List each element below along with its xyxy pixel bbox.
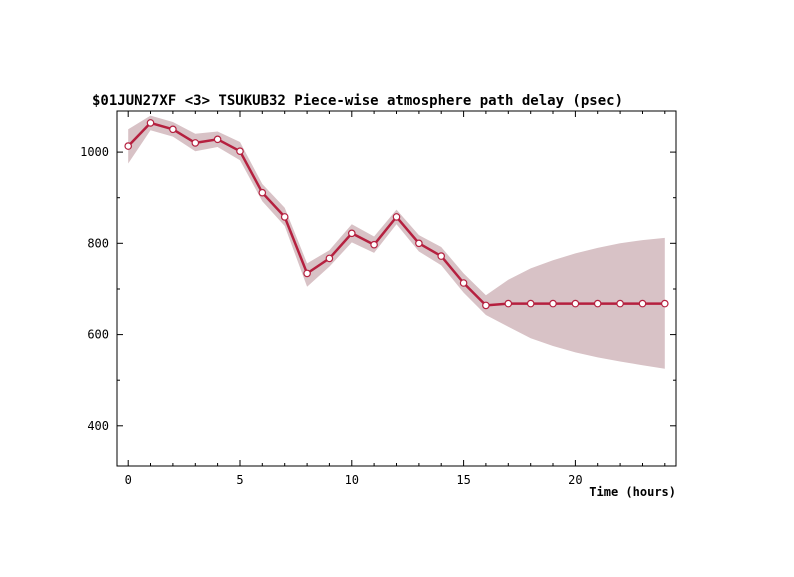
data-point — [347, 229, 356, 238]
chart-title: $01JUN27XF <3> TSUKUB32 Piece-wise atmos… — [92, 93, 623, 109]
data-point — [303, 269, 311, 278]
x-tick-label: 10 — [345, 473, 359, 487]
data-point — [616, 299, 624, 308]
x-axis-label: Time (hours) — [589, 485, 676, 499]
data-point — [124, 142, 133, 150]
data-point — [437, 252, 446, 260]
data-point — [213, 135, 222, 144]
data-point — [459, 279, 468, 287]
data-point — [258, 188, 267, 197]
data-point — [280, 213, 289, 221]
data-point — [236, 147, 244, 156]
data-point — [504, 299, 513, 308]
data-point — [482, 301, 490, 310]
data-point — [526, 299, 535, 308]
data-point — [415, 239, 423, 248]
data-point — [370, 240, 378, 249]
marker-layer — [124, 119, 669, 310]
data-point — [392, 213, 401, 221]
data-point — [169, 125, 177, 134]
data-point — [191, 139, 200, 147]
data-point — [571, 299, 580, 308]
error-band — [128, 115, 665, 369]
x-tick-label: 15 — [456, 473, 470, 487]
x-tick-label: 0 — [125, 473, 132, 487]
data-point — [593, 299, 602, 308]
x-tick-label: 5 — [236, 473, 243, 487]
y-tick-label: 800 — [87, 236, 109, 250]
x-tick-label: 20 — [568, 473, 582, 487]
data-point — [146, 119, 155, 127]
data-point — [325, 254, 334, 263]
axis-ticks: 0 5 10 15 20 400 600 800 1000 — [80, 111, 676, 487]
y-tick-label: 600 — [87, 328, 109, 342]
y-tick-label: 400 — [87, 419, 109, 433]
data-point — [549, 299, 557, 308]
error-band-layer — [128, 115, 665, 369]
y-tick-label: 1000 — [80, 145, 109, 159]
data-point — [638, 299, 647, 308]
data-point — [660, 299, 669, 308]
